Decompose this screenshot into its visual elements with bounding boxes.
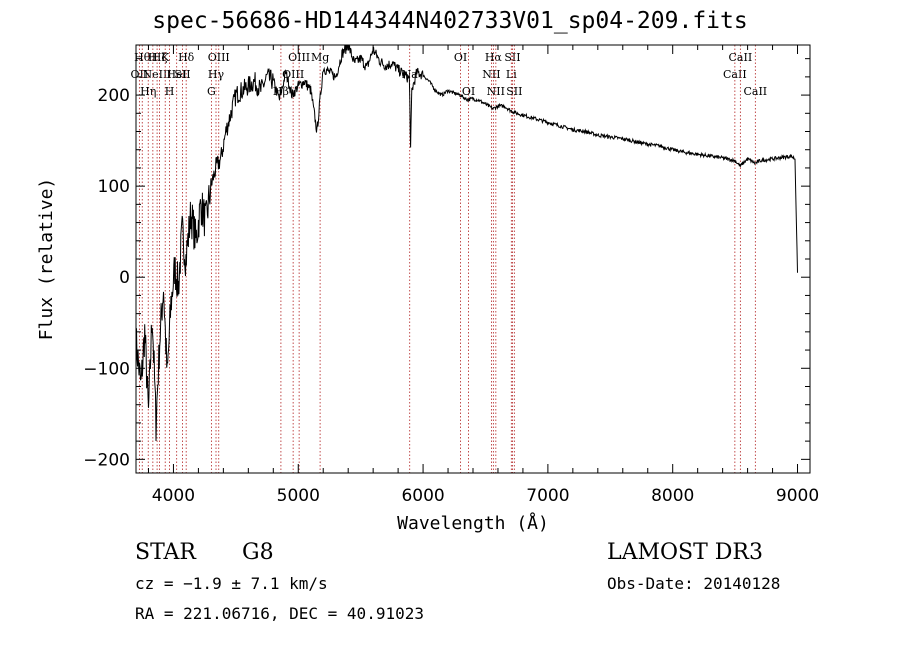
line-label-Hζ: Hζ [152,51,168,64]
x-tick-label-9000: 9000 [776,486,819,506]
line-label-SII: SII [174,68,190,81]
x-tick-label-5000: 5000 [277,486,320,506]
x-tick-label-4000: 4000 [152,486,195,506]
line-label-NeIII: NeIII [143,68,172,81]
line-label-Hα: Hα [485,51,503,64]
line-label-OI: OI [462,85,475,98]
line-label-Hθ: Hθ [134,51,151,64]
line-label-H: H [148,51,158,64]
x-tick-label-7000: 7000 [526,486,569,506]
line-label-CaII: CaII [723,68,747,81]
spectral-line-markers: OIIHθHηHNeIIIHζKHHeISIIHδGHγOIIIHβOIIIOI… [131,45,767,473]
coordinates: RA = 221.06716, DEC = 40.91023 [135,604,424,623]
plot-frame [135,44,811,474]
line-label-OI: OI [454,51,467,64]
y-tick-label--200: −200 [83,450,130,470]
line-label-K: K [161,51,170,64]
line-label-OII: OII [131,68,149,81]
chart-title: spec-56686-HD144344N402733V01_sp04-209.f… [152,8,748,34]
object-class: STAR [135,540,196,565]
redshift-readout: cz = −1.9 ± 7.1 km/s [135,574,328,593]
x-tick-label-6000: 6000 [401,486,444,506]
line-label-G: G [207,85,216,98]
line-label-CaII: CaII [729,51,753,64]
flux-series [136,45,798,442]
line-label-SII: SII [504,51,520,64]
line-label-H: H [165,85,175,98]
line-label-HeI: HeI [166,68,186,81]
line-label-NII: NII [482,68,500,81]
x-axis-label: Wavelength (Å) [397,512,549,534]
y-tick-label-200: 200 [98,86,130,106]
line-label-Hγ: Hγ [208,68,225,81]
line-label-SII: SII [506,85,522,98]
axis-ticks: 4000 5000 6000 7000 8000 9000 −200 −100 0 100 200 [83,45,819,506]
y-tick-label--100: −100 [83,359,130,379]
line-label-Li: Li [506,68,517,81]
line-label-OIII: OIII [208,51,230,64]
y-tick-label-100: 100 [98,177,130,197]
line-label-OIII: OIII [288,51,310,64]
survey-name: LAMOST DR3 [607,540,763,565]
y-axis-label: Flux (relative) [36,178,57,341]
x-tick-label-8000: 8000 [651,486,694,506]
line-label-Hδ: Hδ [178,51,195,64]
flux-line [136,45,798,442]
line-label-Hη: Hη [140,85,156,98]
line-label-NII: NII [487,85,505,98]
object-subclass: G8 [242,540,274,565]
line-label-Na: Na [402,68,419,81]
y-tick-label-0: 0 [119,268,130,288]
obs-date: Obs-Date: 20140128 [607,574,781,593]
line-label-CaII: CaII [743,85,767,98]
line-label-Mg: Mg [311,51,329,64]
